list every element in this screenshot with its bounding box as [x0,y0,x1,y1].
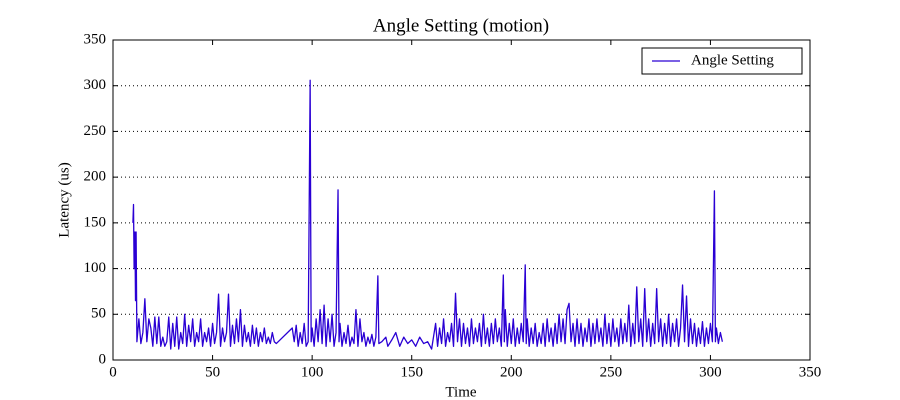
x-tick-label: 300 [699,364,722,380]
data-line [132,79,724,350]
y-tick-label: 350 [84,31,107,47]
y-tick-label: 0 [99,351,107,367]
x-tick-label: 150 [400,364,423,380]
y-axis-label: Latency (us) [56,162,72,237]
x-tick-label: 100 [301,364,324,380]
x-tick-label: 350 [799,364,822,380]
x-axis-label: Time [445,384,476,400]
x-tick-label: 50 [205,364,220,380]
y-tick-label: 100 [84,260,107,276]
y-tick-label: 150 [84,214,107,230]
y-tick-label: 300 [84,77,107,93]
x-tick-label: 250 [600,364,623,380]
chart-title: Angle Setting (motion) [373,15,549,36]
y-tick-label: 250 [84,123,107,139]
x-tick-label: 0 [109,364,117,380]
plot-frame [112,39,811,361]
x-tick-label: 200 [500,364,523,380]
y-tick-label: 200 [84,169,107,185]
legend-label: Angle Setting [691,52,774,68]
y-tick-label: 50 [91,306,106,322]
